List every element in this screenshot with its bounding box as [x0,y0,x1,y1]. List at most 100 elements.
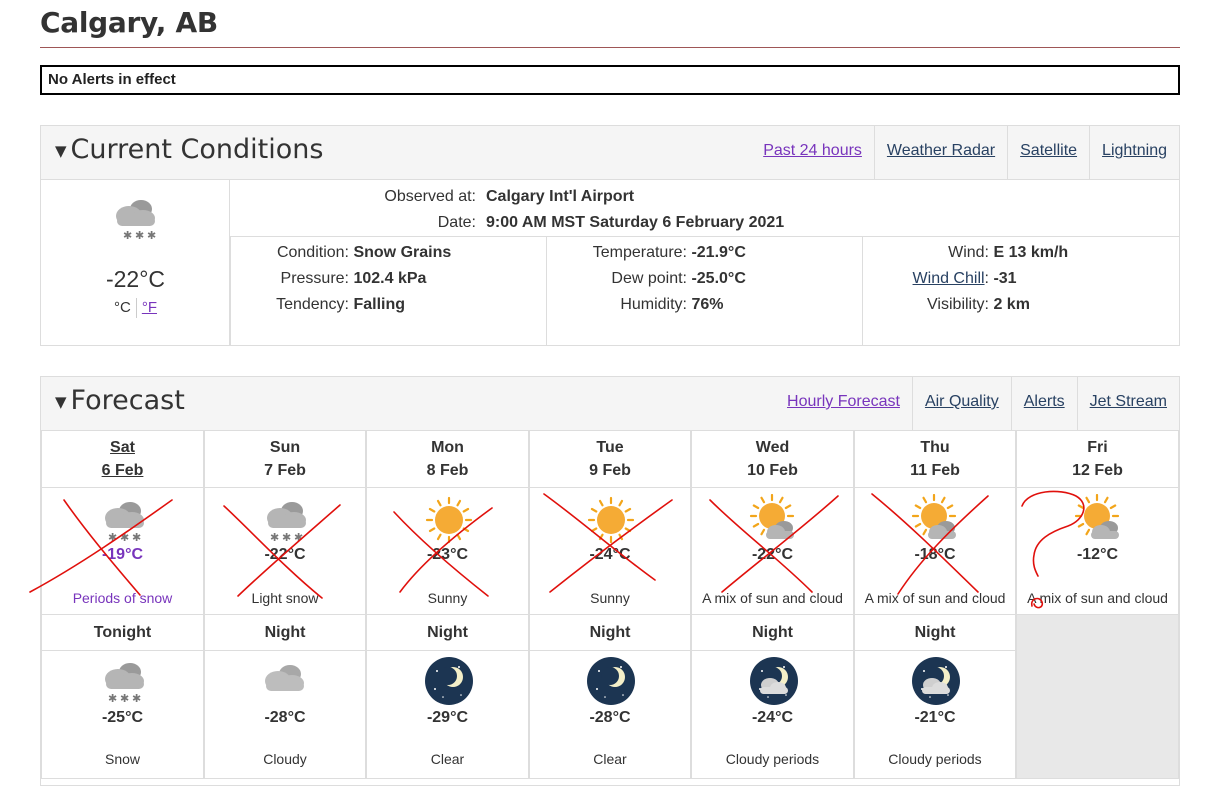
snow-icon: ✱ ✱ ✱ [267,502,306,544]
forecast-links: Hourly Forecast Air Quality Alerts Jet S… [787,377,1179,430]
condition-value: Snow Grains [353,244,452,261]
forecast-night-header: Night [691,615,854,651]
forecast-night-cell[interactable]: -28°C Clear [529,651,691,779]
forecast-day-cell[interactable]: -23°C Sunny [366,488,529,615]
day-summary: Periods of snow [72,590,173,606]
page-title: Calgary, AB [40,6,218,39]
forecast-night-cell[interactable]: -21°C Cloudy periods [854,651,1016,779]
day-temperature: -12°C [1076,546,1119,563]
celsius-unit: °C [113,298,131,316]
weather-radar-link[interactable]: Weather Radar [873,126,1007,179]
night-label: Night [752,624,793,641]
forecast-panel: ▼ Forecast Hourly Forecast Air Quality Al… [40,376,1180,786]
forecast-night-cell[interactable]: -29°C Clear [366,651,529,779]
wind-label: Wind: [948,244,989,261]
day-date: 12 Feb [1072,462,1123,479]
forecast-night-cell[interactable]: -28°C Cloudy [204,651,366,779]
forecast-night-cell[interactable]: ✱ ✱ ✱ -25°C Snow [41,651,204,779]
night-temperature: -28°C [264,709,306,726]
visibility-value: 2 km [993,296,1030,313]
day-date: 6 Feb [101,462,144,479]
night-temperature: -21°C [914,709,956,726]
moon-icon [424,657,473,705]
forecast-day-cell[interactable]: -24°C Sunny [529,488,691,615]
night-summary: Cloudy periods [888,751,982,767]
sun-cloud-icon [1074,494,1119,539]
title-divider [40,47,1180,48]
night-temperature: -28°C [589,709,631,726]
svg-text:✱: ✱ [282,531,291,544]
satellite-link[interactable]: Satellite [1007,126,1089,179]
tendency-value: Falling [353,296,406,313]
day-summary: A mix of sun and cloud [1027,590,1168,606]
forecast-day-cell[interactable]: -22°C A mix of sun and cloud [691,488,854,615]
svg-text:✱: ✱ [108,531,117,544]
unit-divider [135,298,137,318]
forecast-day-cell[interactable]: -12°C A mix of sun and cloud [1016,488,1179,615]
forecast-night-header: Night [854,615,1016,651]
day-temperature: -23°C [426,546,469,563]
forecast-day-cell[interactable]: ✱ ✱ ✱ -22°C Light snow [204,488,366,615]
jet-stream-link[interactable]: Jet Stream [1076,377,1179,430]
moon-cloud-icon [912,657,960,705]
date-label: Date: [437,214,476,231]
forecast-header: ▼ Forecast Hourly Forecast Air Quality Al… [41,377,1179,431]
alert-text: No Alerts in effect [48,71,176,88]
humidity-value: 76% [691,296,724,313]
day-temperature: -22°C [751,546,794,563]
forecast-day-header: Tue 9 Feb [529,431,691,488]
unit-toggle: °C °F [41,298,230,318]
hourly-forecast-link[interactable]: Hourly Forecast [787,393,900,410]
humidity-label: Humidity: [620,296,687,313]
svg-text:✱: ✱ [135,229,144,242]
night-label: Night [589,624,631,641]
forecast-night-header: Tonight [41,615,204,651]
current-temperature: -22°C [105,266,166,292]
day-name: Fri [1087,439,1108,456]
temperature-label: Temperature: [592,244,687,261]
pressure-value: 102.4 kPa [353,270,427,287]
alerts-link[interactable]: Alerts [1010,377,1077,430]
night-label: Night [914,624,956,641]
day-name: Thu [920,439,950,456]
forecast-night-cell[interactable]: -24°C Cloudy periods [691,651,854,779]
dew-point-value: -25.0°C [691,270,746,287]
forecast-day-header: Sun 7 Feb [204,431,366,488]
forecast-night-header: Night [366,615,529,651]
moon-icon [587,657,635,705]
fahrenheit-link[interactable]: °F [141,298,157,316]
night-temperature: -24°C [751,709,794,726]
forecast-day-cell[interactable]: ✱ ✱ ✱ -19°C Periods of snow [41,488,204,615]
snow-icon: ✱ ✱ ✱ [104,663,144,705]
forecast-day-cell[interactable]: -18°C A mix of sun and cloud [854,488,1016,615]
current-conditions-links: Past 24 hours Weather Radar Satellite Li… [763,126,1179,179]
snow-grains-icon: ✱ ✱ ✱ [116,200,156,242]
wind-chill-value: -31 [993,270,1017,287]
forecast-day-header: Wed 10 Feb [691,431,854,488]
date-value: 9:00 AM MST Saturday 6 February 2021 [486,214,785,231]
day-summary: Light snow [251,590,319,606]
air-quality-link[interactable]: Air Quality [911,377,1011,430]
forecast-heading[interactable]: ▼ Forecast [55,385,185,416]
wind-chill-link[interactable]: Wind Chill [912,270,985,287]
current-conditions-panel: ▼ Current Conditions Past 24 hours Weathe… [40,125,1180,346]
past-24-hours-link[interactable]: Past 24 hours [763,142,862,159]
current-conditions-heading[interactable]: ▼ Current Conditions [55,134,324,165]
day-date: 7 Feb [264,462,306,479]
svg-text:✱: ✱ [132,531,141,544]
lightning-link[interactable]: Lightning [1089,126,1179,179]
svg-text:✱: ✱ [147,229,156,242]
day-temperature: -19°C [101,546,144,563]
tendency-label: Tendency: [276,296,349,313]
day-name: Wed [755,439,790,456]
day-temperature: -24°C [589,546,631,563]
empty-night-cell [1016,615,1179,779]
wind-value: E 13 km/h [993,244,1069,261]
day-date: 11 Feb [910,462,960,479]
day-summary: A mix of sun and cloud [864,590,1006,606]
day-name[interactable]: Sat [110,439,135,456]
current-conditions-header: ▼ Current Conditions Past 24 hours Weathe… [41,126,1179,180]
night-temperature: -29°C [426,709,469,726]
caret-down-icon[interactable]: ▼ [55,141,67,160]
caret-down-icon[interactable]: ▼ [55,392,67,411]
